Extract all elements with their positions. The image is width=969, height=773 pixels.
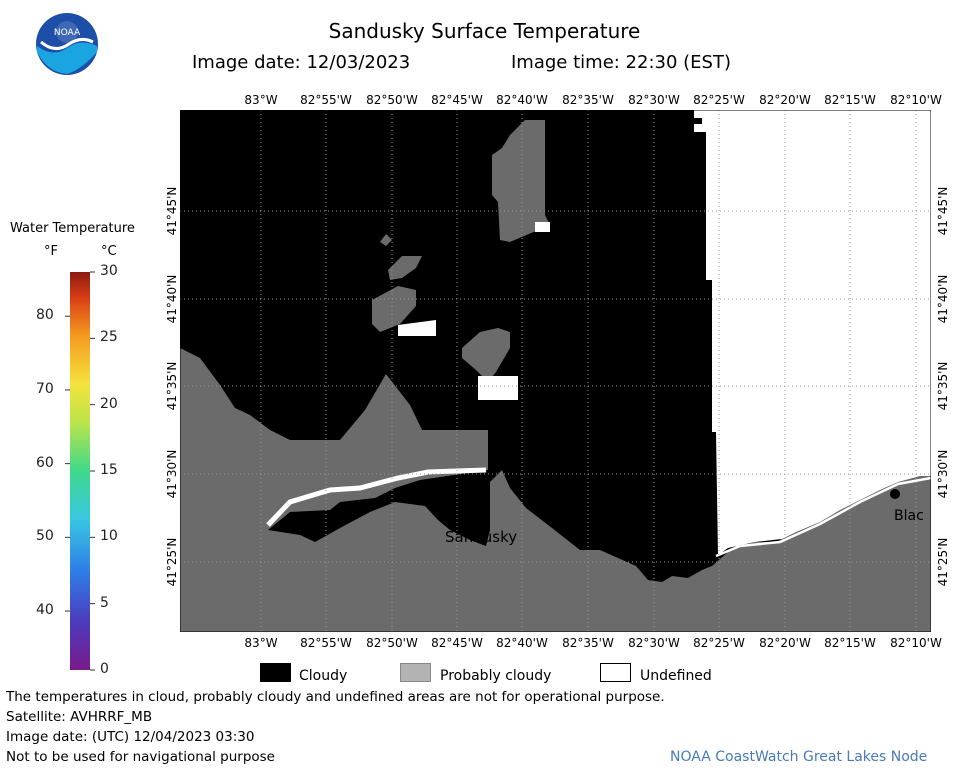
place-label-sandusky: Sandusky xyxy=(445,528,517,546)
lat-tick-label-left: 41°30'N xyxy=(165,449,179,499)
lat-tick-label-right: 41°35'N xyxy=(936,361,950,411)
lat-tick-label-left: 41°25'N xyxy=(165,537,179,587)
lon-tick-label-bottom: 82°20'W xyxy=(759,636,811,650)
lon-tick-label-top: 83°W xyxy=(244,93,278,107)
lon-tick-label-bottom: 83°W xyxy=(244,636,278,650)
lon-tick-label-bottom: 82°50'W xyxy=(366,636,418,650)
lon-tick-label-bottom: 82°35'W xyxy=(562,636,614,650)
colorbar-tick-f: 80 xyxy=(36,307,54,324)
lon-tick-label-bottom: 82°30'W xyxy=(628,636,680,650)
footer-credit: NOAA CoastWatch Great Lakes Node xyxy=(670,749,928,765)
footer-nav-warning: Not to be used for navigational purpose xyxy=(6,749,275,765)
lat-tick-label-left: 41°40'N xyxy=(165,274,179,324)
colorbar-tick-c: 5 xyxy=(100,594,109,611)
lat-tick-label-left: 41°35'N xyxy=(165,361,179,411)
footer-satellite: Satellite: AVHRRF_MB xyxy=(6,709,153,725)
colorbar-unit-c: °C xyxy=(101,244,117,259)
colorbar-tick-f: 70 xyxy=(36,380,54,397)
lon-tick-label-top: 82°20'W xyxy=(759,93,811,107)
lon-tick-label-bottom: 82°15'W xyxy=(824,636,876,650)
colorbar-tick-f: 50 xyxy=(36,528,54,545)
colorbar-tick-f: 60 xyxy=(36,454,54,471)
colorbar-tick-c: 0 xyxy=(100,661,109,677)
image-time: Image time: 22:30 (EST) xyxy=(511,52,731,73)
legend-swatch-probably-cloudy xyxy=(400,663,431,682)
legend-swatch-cloudy xyxy=(260,663,291,682)
colorbar-tick-c: 20 xyxy=(100,395,118,412)
footer-note: The temperatures in cloud, probably clou… xyxy=(6,689,665,705)
lon-tick-label-bottom: 82°25'W xyxy=(693,636,745,650)
logo-text: NOAA xyxy=(54,28,81,38)
map: Sandusky Blac xyxy=(180,110,931,632)
noaa-logo: NOAA xyxy=(36,13,98,75)
legend-label-undefined: Undefined xyxy=(640,668,712,684)
place-label-bay: Blac xyxy=(894,508,924,524)
colorbar-tick-c: 25 xyxy=(100,329,118,346)
colorbar-tick-c: 10 xyxy=(100,528,118,545)
lon-tick-label-bottom: 82°55'W xyxy=(300,636,352,650)
colorbar-tick-c: 30 xyxy=(100,263,118,279)
colorbar xyxy=(65,271,95,671)
lon-tick-label-top: 82°15'W xyxy=(824,93,876,107)
colorbar-title: Water Temperature xyxy=(10,221,135,236)
lon-tick-label-top: 82°35'W xyxy=(562,93,614,107)
lat-tick-label-right: 41°45'N xyxy=(936,186,950,236)
land-region xyxy=(180,348,931,632)
lon-tick-label-top: 82°30'W xyxy=(628,93,680,107)
lon-tick-label-bottom: 82°40'W xyxy=(496,636,548,650)
footer-utc-date: Image date: (UTC) 12/04/2023 03:30 xyxy=(6,729,255,745)
lon-tick-label-top: 82°40'W xyxy=(496,93,548,107)
city-marker xyxy=(890,489,900,499)
lat-tick-label-right: 41°30'N xyxy=(936,449,950,499)
lon-tick-label-top: 82°50'W xyxy=(366,93,418,107)
lon-tick-label-top: 82°45'W xyxy=(431,93,483,107)
colorbar-unit-f: °F xyxy=(44,244,58,259)
lon-tick-label-bottom: 82°10'W xyxy=(890,636,942,650)
lon-tick-label-top: 82°25'W xyxy=(693,93,745,107)
legend-swatch-undefined xyxy=(600,663,631,682)
lat-tick-label-left: 41°45'N xyxy=(165,186,179,236)
lat-tick-label-right: 41°40'N xyxy=(936,274,950,324)
probably-cloudy-patch xyxy=(492,120,550,242)
legend-label-probably-cloudy: Probably cloudy xyxy=(440,668,552,684)
page-title: Sandusky Surface Temperature xyxy=(328,19,641,43)
lon-tick-label-top: 82°10'W xyxy=(890,93,942,107)
colorbar-tick-f: 40 xyxy=(36,602,54,619)
undefined-region xyxy=(700,110,931,555)
legend-label-cloudy: Cloudy xyxy=(299,668,348,684)
lon-tick-label-bottom: 82°45'W xyxy=(431,636,483,650)
colorbar-tick-c: 15 xyxy=(100,462,118,478)
lat-tick-label-right: 41°25'N xyxy=(936,537,950,587)
image-date: Image date: 12/03/2023 xyxy=(192,52,411,73)
lon-tick-label-top: 82°55'W xyxy=(300,93,352,107)
